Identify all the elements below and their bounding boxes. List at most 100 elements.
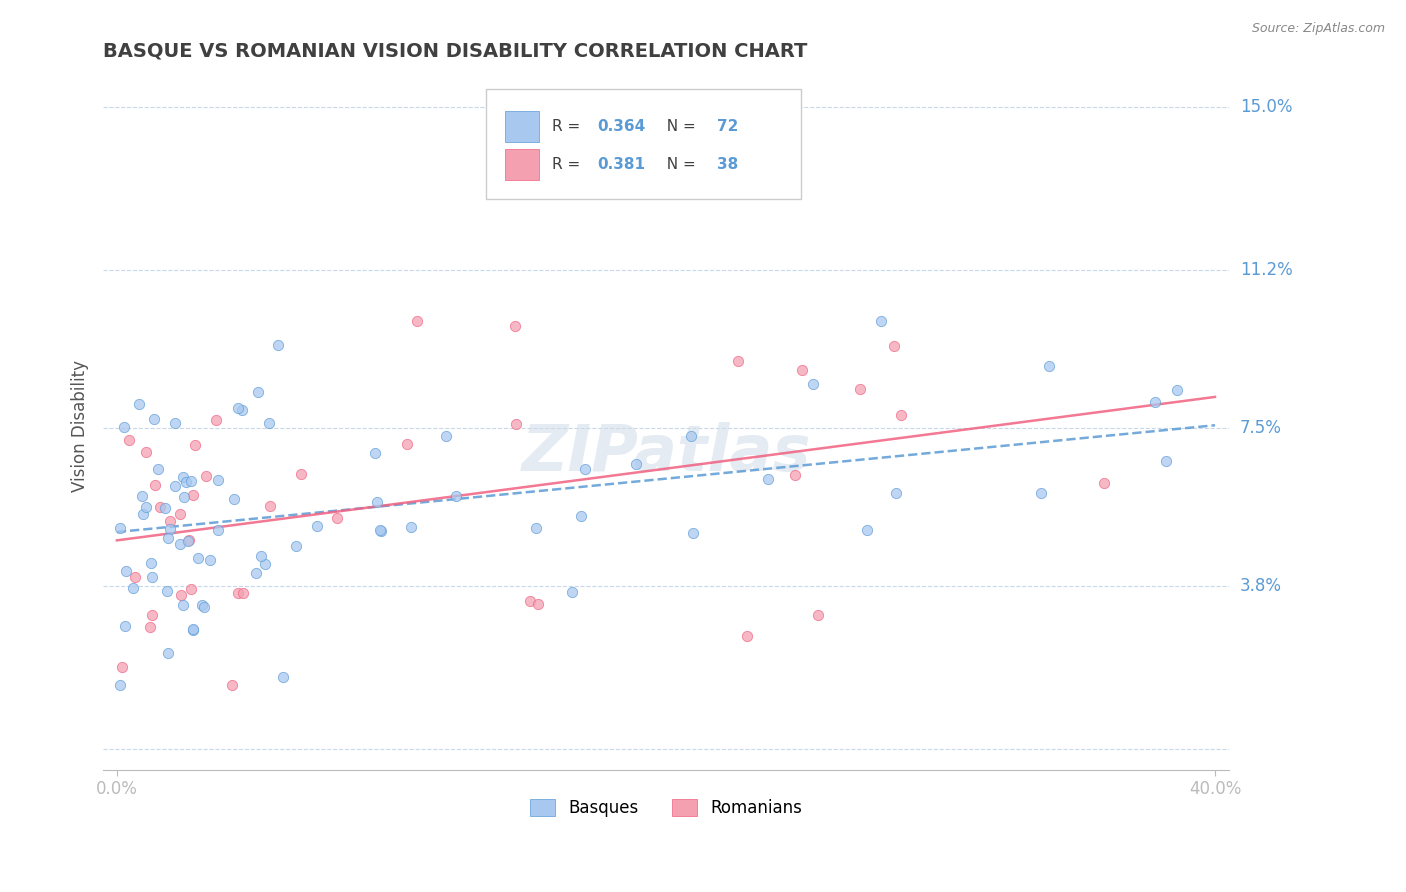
Point [204, 413, 226, 427]
Point [254, 557, 277, 571]
Point [561, 585, 583, 599]
Point [148, 462, 170, 476]
Point [191, 598, 214, 612]
Point [131, 490, 153, 504]
Point [141, 570, 163, 584]
Point [271, 670, 294, 684]
Text: 3.8%: 3.8% [1240, 577, 1282, 595]
Point [505, 417, 527, 432]
Point [173, 490, 195, 504]
Text: ZIPatlas: ZIPatlas [522, 423, 811, 484]
Point [1166, 383, 1188, 397]
Point [181, 488, 204, 502]
Point [574, 461, 596, 475]
Point [259, 499, 281, 513]
Point [111, 660, 134, 674]
Point [224, 491, 246, 506]
Point [444, 489, 467, 503]
Point [884, 486, 907, 500]
Text: 0.364: 0.364 [598, 119, 645, 134]
Point [226, 586, 249, 600]
Point [883, 339, 905, 353]
Point [848, 382, 870, 396]
Point [284, 539, 307, 553]
Point [807, 608, 830, 623]
Point [1154, 454, 1177, 468]
Point [803, 376, 825, 391]
Point [503, 319, 526, 334]
Point [232, 586, 254, 600]
Point [118, 433, 141, 447]
Point [735, 630, 758, 644]
Point [524, 521, 547, 535]
Point [259, 416, 281, 430]
Text: 15.0%: 15.0% [1240, 98, 1292, 117]
Y-axis label: Vision Disability: Vision Disability [72, 359, 89, 491]
Point [266, 338, 288, 352]
Point [195, 469, 218, 483]
Text: 38: 38 [717, 157, 738, 172]
Text: 0.381: 0.381 [598, 157, 645, 172]
Point [143, 412, 166, 426]
Text: 7.5%: 7.5% [1240, 419, 1282, 437]
Point [159, 514, 181, 528]
Point [305, 519, 328, 533]
Point [231, 403, 253, 417]
Point [156, 646, 179, 660]
Point [624, 458, 647, 472]
Point [169, 537, 191, 551]
Point [172, 598, 194, 612]
Point [108, 677, 131, 691]
Point [245, 566, 267, 581]
Point [114, 619, 136, 633]
Point [139, 620, 162, 634]
Point [207, 473, 229, 487]
Point [290, 467, 312, 481]
Point [221, 677, 243, 691]
Text: BASQUE VS ROMANIAN VISION DISABILITY CORRELATION CHART: BASQUE VS ROMANIAN VISION DISABILITY COR… [103, 42, 807, 61]
Point [1092, 476, 1115, 491]
Point [177, 533, 200, 548]
Point [682, 525, 704, 540]
Point [519, 593, 541, 607]
Point [250, 549, 273, 564]
Point [370, 524, 392, 539]
Point [165, 416, 187, 430]
Point [247, 385, 270, 400]
Point [207, 523, 229, 537]
Point [1029, 485, 1052, 500]
Point [132, 507, 155, 521]
FancyBboxPatch shape [486, 88, 801, 199]
Point [405, 314, 427, 328]
Point [368, 523, 391, 537]
Point [184, 438, 207, 452]
Point [135, 500, 157, 514]
Point [159, 522, 181, 536]
Point [395, 436, 418, 450]
Point [165, 479, 187, 493]
Point [153, 500, 176, 515]
Point [366, 495, 388, 509]
Point [1143, 395, 1166, 409]
Point [181, 622, 204, 636]
Point [681, 429, 703, 443]
Text: R =: R = [553, 157, 585, 172]
Point [114, 565, 136, 579]
Point [177, 534, 200, 549]
Point [180, 582, 202, 597]
Point [326, 511, 349, 525]
Point [756, 472, 779, 486]
Point [141, 556, 163, 570]
Point [112, 420, 135, 434]
Text: 72: 72 [717, 119, 738, 134]
Point [855, 523, 877, 537]
FancyBboxPatch shape [505, 111, 538, 142]
Text: N =: N = [657, 119, 700, 134]
Point [156, 584, 179, 599]
Point [172, 470, 194, 484]
Point [156, 532, 179, 546]
Point [434, 429, 457, 443]
Point [569, 508, 592, 523]
Point [200, 553, 222, 567]
Point [226, 401, 249, 415]
